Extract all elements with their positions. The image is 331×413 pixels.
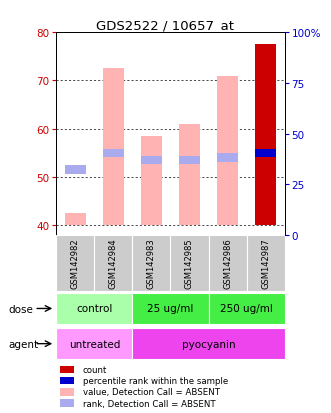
Bar	[132, 293, 209, 325]
Bar	[209, 293, 285, 325]
Text: percentile rank within the sample: percentile rank within the sample	[83, 376, 228, 385]
Text: GDS2522 / 10657_at: GDS2522 / 10657_at	[97, 19, 234, 31]
Bar	[255, 149, 276, 158]
Bar	[132, 235, 170, 291]
Text: count: count	[83, 365, 107, 374]
Text: untreated: untreated	[69, 339, 120, 349]
Text: agent: agent	[8, 339, 38, 349]
Bar	[103, 69, 124, 226]
Text: GSM142985: GSM142985	[185, 238, 194, 289]
Text: dose: dose	[8, 304, 33, 314]
Text: GSM142984: GSM142984	[109, 238, 118, 289]
Text: GSM142986: GSM142986	[223, 238, 232, 289]
Bar	[217, 154, 238, 163]
Bar	[65, 166, 86, 175]
Bar	[141, 137, 162, 226]
Bar	[103, 149, 124, 158]
Text: 250 ug/ml: 250 ug/ml	[220, 304, 273, 314]
Text: value, Detection Call = ABSENT: value, Detection Call = ABSENT	[83, 387, 220, 396]
Bar	[56, 328, 132, 360]
Text: rank, Detection Call = ABSENT: rank, Detection Call = ABSENT	[83, 399, 215, 408]
Bar	[179, 157, 200, 165]
Text: GSM142983: GSM142983	[147, 238, 156, 289]
Bar	[170, 235, 209, 291]
Bar	[217, 76, 238, 226]
Bar	[56, 235, 94, 291]
Bar	[209, 235, 247, 291]
Bar	[247, 235, 285, 291]
Text: pyocyanin: pyocyanin	[182, 339, 235, 349]
Text: GSM142987: GSM142987	[261, 238, 270, 289]
Bar	[94, 235, 132, 291]
Text: control: control	[76, 304, 113, 314]
Bar	[179, 125, 200, 226]
Bar	[255, 45, 276, 226]
Text: 25 ug/ml: 25 ug/ml	[147, 304, 194, 314]
Bar	[56, 293, 132, 325]
Text: GSM142982: GSM142982	[71, 238, 80, 289]
Bar	[141, 157, 162, 165]
Bar	[65, 214, 86, 226]
Bar	[132, 328, 285, 360]
